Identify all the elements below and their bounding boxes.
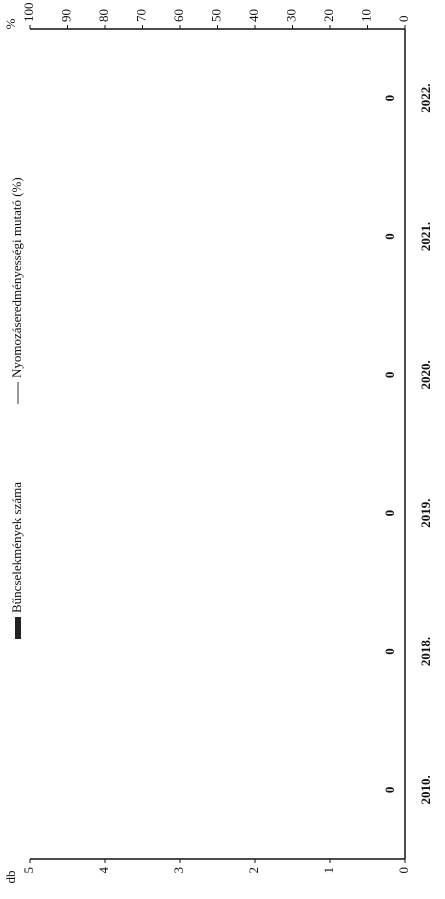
y-tick-label: 4 xyxy=(96,867,111,874)
x-tick-label: 2019. xyxy=(418,499,433,528)
legend-label: Bűncselekmények száma xyxy=(9,482,24,613)
x-tick-label: 2018. xyxy=(418,637,433,666)
y2-tick-label: 40 xyxy=(246,9,261,22)
y2-tick-label: 70 xyxy=(133,9,148,22)
legend-swatch xyxy=(15,617,21,639)
y2-tick-label: 20 xyxy=(321,9,336,22)
y-axis-label: db xyxy=(3,871,18,884)
y2-tick-label: 80 xyxy=(96,9,111,22)
y-tick-label: 3 xyxy=(171,867,186,874)
y-tick-label: 1 xyxy=(321,867,336,874)
x-tick-label: 2020. xyxy=(418,360,433,389)
x-tick-label: 2021. xyxy=(418,222,433,251)
y2-tick-label: 30 xyxy=(283,9,298,22)
y2-tick-label: 60 xyxy=(171,9,186,22)
data-label: 0 xyxy=(382,510,397,516)
data-label: 0 xyxy=(382,95,397,102)
y2-tick-label: 50 xyxy=(208,9,223,22)
data-label: 0 xyxy=(382,233,397,240)
legend-label: Nyomozáseredményességi mutató (%) xyxy=(9,177,24,378)
x-tick-label: 2022. xyxy=(418,84,433,113)
y2-tick-label: 90 xyxy=(58,9,73,22)
rotated-chart: db % 0123450102030405060708090100Bűncsel… xyxy=(3,3,433,884)
y2-axis-label: % xyxy=(3,18,18,29)
y2-tick-label: 100 xyxy=(21,3,36,23)
y2-tick-label: 0 xyxy=(396,16,411,23)
y-tick-label: 0 xyxy=(396,867,411,874)
y-tick-label: 2 xyxy=(246,867,261,874)
data-label: 0 xyxy=(382,787,397,794)
y-tick-label: 5 xyxy=(21,867,36,874)
data-label: 0 xyxy=(382,372,397,379)
x-tick-label: 2010. xyxy=(418,775,433,804)
y2-tick-label: 10 xyxy=(358,9,373,22)
data-label: 0 xyxy=(382,648,397,655)
